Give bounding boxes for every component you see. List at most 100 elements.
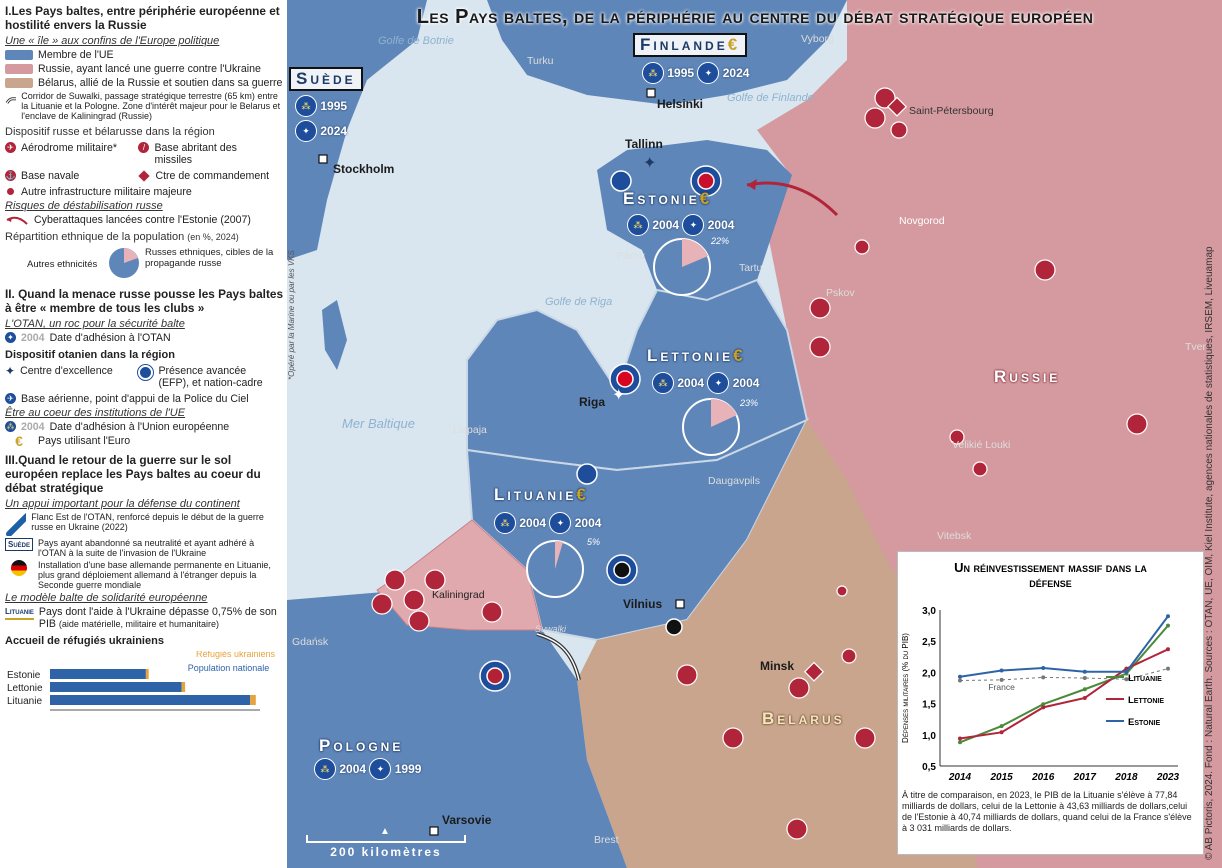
legend-efp: Présence avancée (EFP), et nation-cadre <box>138 365 271 389</box>
legend-command: Ctre de commandement <box>138 170 271 182</box>
legend-ethnic-title: Répartition ethnique de la population (e… <box>5 231 239 243</box>
defense-chart-title: Un réinvestissement massif dans la défen… <box>954 560 1147 590</box>
aerodrome-icon <box>384 569 406 591</box>
pie-lettonie <box>682 398 740 456</box>
german-base-icon <box>665 618 683 636</box>
country-finlande: Finlande€ <box>633 33 748 57</box>
defense-y-tick: 2,5 <box>922 637 936 648</box>
scale-line <box>306 835 466 843</box>
flank-arrow-icon <box>6 513 27 536</box>
plane-icon: ✈ <box>5 142 16 153</box>
belarus-swatch <box>5 78 33 88</box>
euro-icon: € <box>727 35 741 54</box>
legend-nato-dispositif: Dispositif otanien dans la région <box>5 349 175 361</box>
airbase-estonie-icon <box>610 170 632 192</box>
series-point-estonie <box>958 674 962 679</box>
russian-ethnic-label: Russes ethniques, cibles de la propagand… <box>145 247 274 269</box>
russian-markers <box>371 87 1148 840</box>
aerodrome-icon <box>809 336 831 358</box>
refugee-legend-population: Population nationale <box>188 663 270 673</box>
infra-icon <box>841 648 857 664</box>
nato-star-icon: ✦ <box>369 758 392 780</box>
series-point-france <box>1124 677 1129 682</box>
missile-base-icon <box>1034 259 1056 281</box>
legend-eu-member: Membre de l'UE <box>5 49 283 61</box>
euro-icon: € <box>699 189 713 208</box>
map-note-vertical: *Opéré par la Marine ou par les VKS <box>287 250 296 380</box>
legend-aid: Lituanie Pays dont l'aide à l'Ukraine dé… <box>5 606 277 630</box>
cyber-attack-arrow <box>746 181 839 217</box>
city-brest: Brest <box>594 834 619 846</box>
legend-section-1-title: I.Les Pays baltes, entre périphérie euro… <box>5 4 280 32</box>
scale-bar: ▲ 200 kilomètres <box>306 826 466 859</box>
north-arrow-icon: ▲ <box>380 826 392 837</box>
infra-icon <box>949 429 965 445</box>
ethnic-pie-icon <box>109 248 139 278</box>
infra-icon <box>972 461 988 477</box>
series-point-france <box>1166 666 1170 671</box>
poland-shape <box>287 590 627 868</box>
eu-stars-icon: ⁂ <box>627 214 649 236</box>
series-line-estonie <box>959 615 1169 678</box>
nato-star-icon: ✦ <box>697 62 720 84</box>
country-belarus: Belarus <box>762 709 845 728</box>
legend-airbase: ✈ Base aérienne, point d'appui de la Poli… <box>5 393 283 405</box>
legend-euro: € Pays utilisant l'Euro <box>5 434 283 448</box>
mer-baltique-label: Mer Baltique <box>342 416 415 431</box>
country-estonie: Estonie€ <box>623 189 713 208</box>
legend-label-estonie: Estonie <box>1128 717 1161 728</box>
suede-eu-badge: ⁂ 1995 <box>295 95 347 117</box>
country-lituanie: Lituanie€ <box>494 485 589 504</box>
legend-defense-sub: Un appui important pour la défense du co… <box>5 498 240 510</box>
series-point-france <box>1082 676 1087 681</box>
cyber-arrow-icon <box>6 216 28 225</box>
legend-flank: Flanc Est de l'OTAN, renforcé depuis le … <box>5 512 283 536</box>
legend-excellence: ✦ Centre d'excellence <box>5 364 113 378</box>
pie-estonie-label: 22% <box>711 236 730 246</box>
missile-icon: / <box>138 142 150 153</box>
series-point-lituanie <box>1041 702 1046 707</box>
country-suede: Suède <box>289 67 363 91</box>
series-point-lituanie <box>958 740 962 745</box>
series-point-estonie <box>1041 666 1046 671</box>
defense-x-tick: 2015 <box>989 772 1013 783</box>
refugee-bar <box>145 669 149 679</box>
city-vilnius: Vilnius <box>623 597 663 611</box>
aerodrome-icon <box>786 818 808 840</box>
eu-swatch <box>5 50 33 60</box>
euro-icon: € <box>576 485 589 504</box>
defense-x-tick: 2018 <box>1114 772 1138 783</box>
defense-x-tick: 2023 <box>1156 772 1180 783</box>
excellence-star-icon: ✦ <box>5 364 16 378</box>
legend-section-3-title: III.Quand le retour de la guerre sur le … <box>5 453 261 495</box>
series-point-estonie <box>1166 614 1170 619</box>
russia-swatch <box>5 64 33 74</box>
city-minsk: Minsk <box>760 659 795 673</box>
legend-military-list: ✈ Aérodrome militaire* / Base abritant des… <box>5 140 283 184</box>
legend-solidarity-sub: Le modèle balte de solidarité européenne <box>5 592 208 604</box>
defense-x-tick: 2017 <box>1073 772 1097 783</box>
legend-german: Installation d'une base allemande perman… <box>5 560 283 590</box>
refugee-bar <box>250 695 256 705</box>
defense-y-tick: 0,5 <box>922 762 936 773</box>
city-parnu: Pärnu <box>617 250 646 262</box>
gulf-finlande-label: Golfe de Finlande <box>727 92 814 104</box>
city-turku: Turku <box>527 55 554 67</box>
series-point-lituanie <box>1166 623 1170 628</box>
legend-panel: I.Les Pays baltes, entre périphérie euro… <box>0 0 287 868</box>
legend-belarus: Bélarus, allié de la Russie et soutien d… <box>5 77 283 89</box>
page-title: Les Pays baltes, de la périphérie au cen… <box>416 6 1094 28</box>
lituanie-badges: ⁂ 2004 ✦ 2004 <box>494 512 601 534</box>
infra-icon <box>836 585 848 597</box>
defense-y-tick: 3,0 <box>922 606 936 617</box>
pologne-badges: ⁂ 2004 ✦ 1999 <box>314 758 421 780</box>
legend-neutral: Suède Pays ayant abandonné sa neutralité… <box>5 538 283 558</box>
riga-excellence-star: ✦ <box>612 387 625 404</box>
series-point-lituanie <box>1082 687 1087 692</box>
eu-stars-icon: ⁂ <box>494 512 516 534</box>
legend-nato-join: ✦ 2004 Date d'adhésion à l'OTAN <box>5 332 283 344</box>
country-lettonie: Lettonie€ <box>647 346 746 365</box>
city-tver: Tver <box>1185 341 1206 353</box>
population-bar <box>50 682 182 692</box>
aerodrome-icon <box>722 727 744 749</box>
